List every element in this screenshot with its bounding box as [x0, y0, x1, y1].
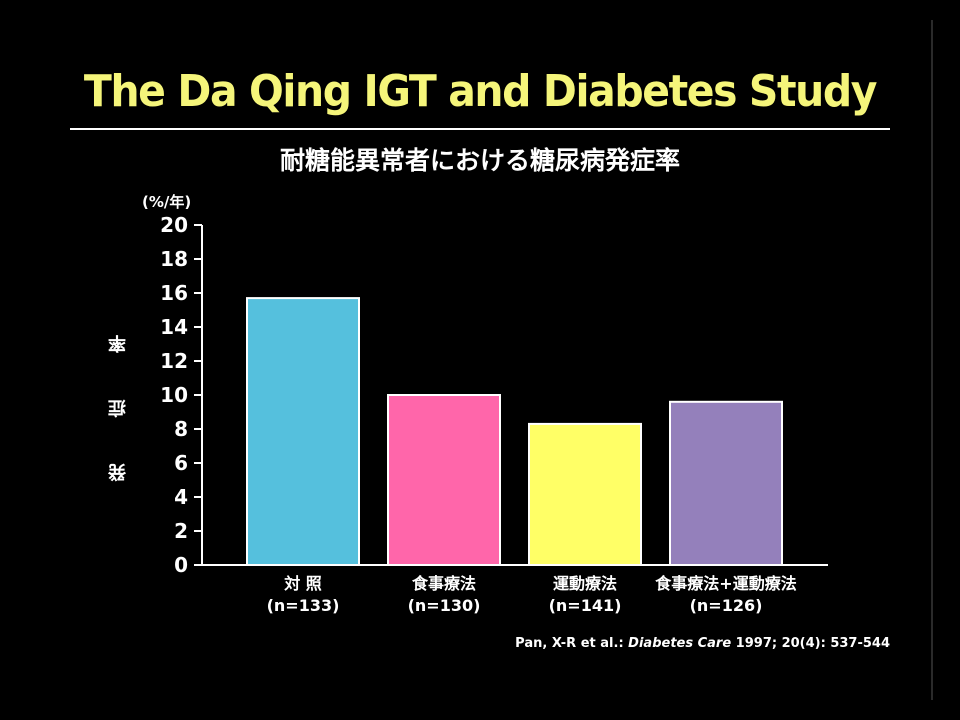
x-category-label: 運動療法	[553, 574, 617, 593]
y-axis-unit: (%/年)	[142, 193, 192, 211]
slide-title: The Da Qing IGT and Diabetes Study	[83, 66, 878, 117]
y-tick-label: 6	[174, 451, 188, 475]
slide-edge-divider	[931, 20, 933, 700]
citation-journal: Diabetes Care	[628, 636, 732, 651]
x-category-label: 対 照	[283, 574, 322, 593]
y-tick-label: 14	[160, 315, 188, 339]
y-tick-label: 10	[160, 383, 188, 407]
chart-subtitle: 耐糖能異常者における糖尿病発症率	[279, 146, 680, 175]
x-category-n-label: (n=141)	[549, 596, 622, 615]
citation-details: 1997; 20(4): 537-544	[731, 636, 890, 651]
y-tick-label: 12	[160, 349, 188, 373]
bar	[669, 400, 783, 566]
x-category-n-label: (n=130)	[408, 596, 481, 615]
x-category-n-label: (n=126)	[690, 596, 763, 615]
y-tick-label: 8	[174, 417, 188, 441]
y-tick-label: 18	[160, 247, 188, 271]
x-category-label: 食事療法	[411, 574, 476, 593]
title-divider	[70, 128, 890, 130]
bar	[528, 422, 642, 566]
y-tick-label: 2	[174, 519, 188, 543]
y-tick-label: 0	[174, 553, 188, 577]
y-tick-label: 16	[160, 281, 188, 305]
citation: Pan, X-R et al.: Diabetes Care 1997; 20(…	[515, 636, 890, 651]
bar	[246, 297, 360, 566]
y-tick-label: 20	[160, 213, 188, 237]
x-category-n-label: (n=133)	[267, 596, 340, 615]
y-tick-label: 4	[174, 485, 188, 509]
x-category-label: 食事療法+運動療法	[654, 574, 796, 593]
citation-authors: Pan, X-R et al.:	[515, 636, 629, 651]
bar	[387, 394, 501, 566]
